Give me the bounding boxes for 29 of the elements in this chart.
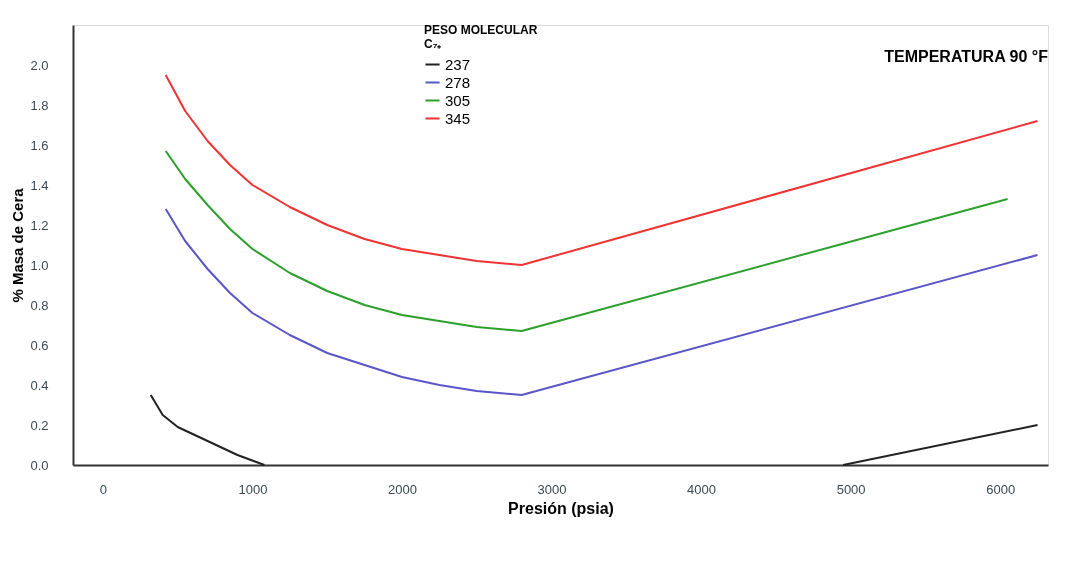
y-tick-label: 1.2 — [30, 217, 49, 233]
legend-label: 237 — [445, 55, 471, 73]
x-axis-title: Presión (psia) — [508, 499, 614, 517]
legend-label: 345 — [445, 109, 471, 127]
legend-label: 305 — [445, 91, 471, 109]
y-tick-label: 1.8 — [30, 97, 49, 113]
y-tick-label: 2.0 — [30, 57, 49, 73]
y-tick-label: 0.2 — [30, 417, 49, 433]
y-tick-label: 1.4 — [30, 177, 49, 193]
x-tick-label: 6000 — [986, 481, 1016, 497]
y-axis-title: % Masa de Cera — [9, 187, 27, 303]
y-tick-label: 0.6 — [30, 337, 49, 353]
line-series — [164, 150, 1009, 332]
y-tick-label: 0.0 — [30, 457, 49, 473]
x-tick-label: 3000 — [537, 481, 567, 497]
x-tick-label: 5000 — [836, 481, 866, 497]
x-tick-label: 4000 — [687, 481, 717, 497]
legend-title: PESO MOLECULAR C₇₊ — [424, 23, 538, 51]
x-tick-label: 0 — [99, 481, 108, 497]
x-tick-label: 2000 — [388, 481, 417, 497]
y-tick-label: 1.0 — [30, 257, 49, 273]
y-tick-label: 0.8 — [30, 297, 49, 313]
y-tick-label: 1.6 — [30, 137, 49, 153]
legend-label: 278 — [445, 73, 471, 91]
y-tick-label: 0.4 — [30, 377, 49, 393]
text: TEMPERATURA 90 °F — [884, 48, 1049, 65]
line-series — [164, 74, 1039, 266]
line-series — [164, 208, 1039, 396]
x-tick-label: 1000 — [238, 481, 268, 497]
